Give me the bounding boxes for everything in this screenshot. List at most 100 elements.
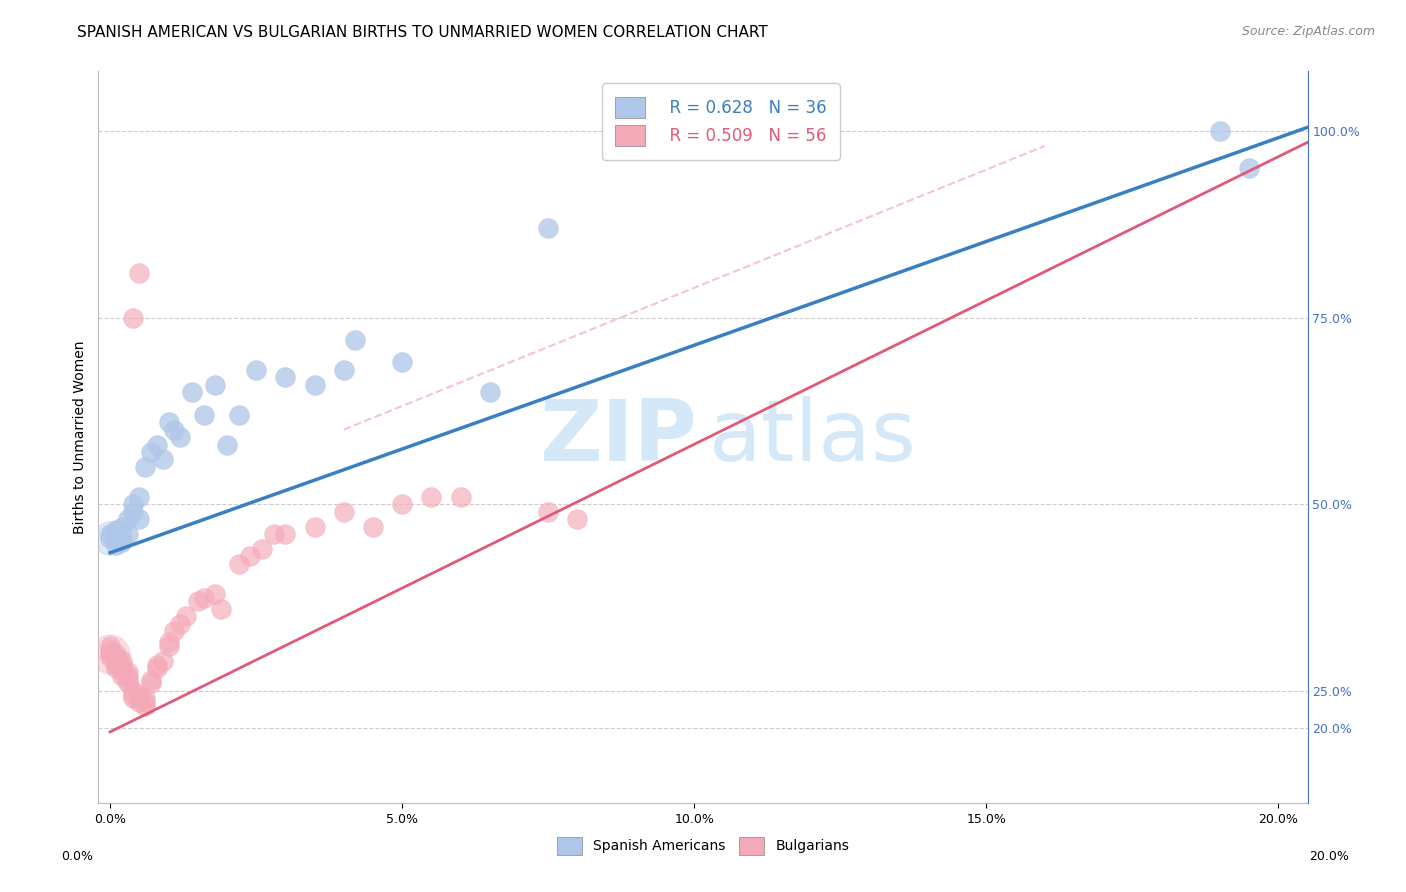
Point	[304, 519, 326, 533]
Point	[567, 512, 589, 526]
Point	[332, 363, 354, 377]
Text: atlas: atlas	[709, 395, 917, 479]
Point	[204, 377, 226, 392]
Point	[193, 408, 215, 422]
Point	[128, 266, 150, 280]
Point	[98, 527, 121, 541]
Point	[111, 657, 134, 672]
Point	[139, 676, 162, 690]
Point	[111, 519, 134, 533]
Point	[245, 363, 267, 377]
Text: SPANISH AMERICAN VS BULGARIAN BIRTHS TO UNMARRIED WOMEN CORRELATION CHART: SPANISH AMERICAN VS BULGARIAN BIRTHS TO …	[77, 25, 768, 40]
Text: 0.0%: 0.0%	[62, 850, 93, 863]
Point	[134, 459, 156, 474]
Point	[274, 370, 297, 384]
Point	[117, 669, 139, 683]
Legend: Spanish Americans, Bulgarians: Spanish Americans, Bulgarians	[550, 830, 856, 862]
Point	[104, 650, 127, 665]
Point	[250, 542, 273, 557]
Point	[122, 497, 145, 511]
Point	[157, 639, 180, 653]
Point	[139, 673, 162, 687]
Point	[146, 657, 169, 672]
Point	[169, 430, 191, 444]
Point	[263, 527, 285, 541]
Point	[180, 385, 202, 400]
Point	[163, 624, 186, 639]
Point	[146, 661, 169, 675]
Point	[104, 661, 127, 675]
Point	[344, 333, 367, 347]
Point	[98, 531, 121, 545]
Point	[104, 524, 127, 538]
Point	[117, 676, 139, 690]
Point	[478, 385, 501, 400]
Point	[117, 665, 139, 680]
Point	[104, 531, 127, 545]
Point	[122, 505, 145, 519]
Point	[128, 512, 150, 526]
Point	[117, 512, 139, 526]
Point	[122, 310, 145, 325]
Point	[122, 691, 145, 706]
Point	[193, 591, 215, 605]
Point	[391, 497, 413, 511]
Point	[134, 691, 156, 706]
Point	[98, 639, 121, 653]
Point	[215, 437, 238, 451]
Point	[98, 531, 121, 545]
Point	[169, 616, 191, 631]
Point	[98, 647, 121, 661]
Point	[163, 423, 186, 437]
Point	[104, 654, 127, 668]
Point	[98, 642, 121, 657]
Point	[104, 538, 127, 552]
Point	[187, 594, 209, 608]
Point	[157, 415, 180, 429]
Text: ZIP: ZIP	[540, 395, 697, 479]
Point	[152, 452, 174, 467]
Point	[111, 661, 134, 675]
Text: Source: ZipAtlas.com: Source: ZipAtlas.com	[1241, 25, 1375, 38]
Point	[228, 557, 250, 571]
Point	[122, 688, 145, 702]
Point	[128, 695, 150, 709]
Point	[209, 601, 232, 615]
Point	[128, 688, 150, 702]
Point	[1209, 124, 1232, 138]
Point	[134, 698, 156, 713]
Point	[204, 587, 226, 601]
Point	[361, 519, 384, 533]
Point	[146, 437, 169, 451]
Point	[1237, 161, 1260, 176]
Point	[274, 527, 297, 541]
Point	[117, 673, 139, 687]
Point	[111, 654, 134, 668]
Point	[157, 635, 180, 649]
Point	[111, 531, 134, 545]
Point	[332, 505, 354, 519]
Point	[134, 695, 156, 709]
Text: 20.0%: 20.0%	[1309, 850, 1348, 863]
Point	[304, 377, 326, 392]
Point	[239, 549, 262, 564]
Point	[111, 534, 134, 549]
Point	[98, 647, 121, 661]
Point	[98, 650, 121, 665]
Point	[128, 691, 150, 706]
Point	[111, 665, 134, 680]
Point	[391, 355, 413, 369]
Point	[152, 654, 174, 668]
Point	[104, 647, 127, 661]
Point	[450, 490, 472, 504]
Point	[537, 221, 560, 235]
Point	[174, 609, 197, 624]
Point	[139, 445, 162, 459]
Point	[111, 669, 134, 683]
Point	[104, 657, 127, 672]
Point	[117, 527, 139, 541]
Point	[228, 408, 250, 422]
Point	[537, 505, 560, 519]
Point	[128, 490, 150, 504]
Point	[122, 683, 145, 698]
